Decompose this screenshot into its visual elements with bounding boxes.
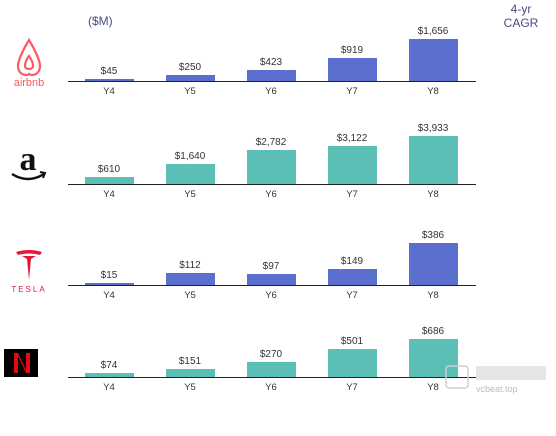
bar-y6 — [246, 274, 296, 285]
value-label: $610 — [97, 164, 121, 175]
bar-y4 — [84, 373, 134, 377]
bar-y8 — [408, 136, 458, 184]
cagr-badge-airbnb: 146% — [504, 57, 535, 71]
value-label: $112 — [179, 260, 201, 271]
value-label: $686 — [421, 326, 445, 337]
bar-y5 — [165, 273, 215, 285]
value-label: $2,782 — [255, 137, 287, 148]
category-label: Y6 — [265, 382, 277, 393]
bar-y4 — [84, 177, 134, 184]
bar-y7 — [327, 146, 377, 184]
category-label: Y4 — [103, 86, 115, 97]
value-label: $45 — [100, 66, 118, 77]
value-label: $3,122 — [336, 133, 368, 144]
unit-label: ($M) — [88, 14, 113, 28]
bar-y6 — [246, 362, 296, 377]
bar-y5 — [165, 164, 215, 184]
category-label: Y7 — [346, 189, 358, 200]
cagr-badge-amazon: 59% — [507, 161, 532, 175]
cagr-header-line2: CAGR — [503, 16, 539, 30]
airbnb-brand-text: airbnb — [14, 77, 45, 89]
bar-y7 — [327, 349, 377, 377]
category-label: Y4 — [103, 382, 115, 393]
value-label: $149 — [340, 256, 364, 267]
bar-y4 — [84, 79, 134, 81]
value-label: $74 — [100, 360, 118, 371]
value-label: $97 — [262, 261, 280, 272]
category-label: Y8 — [427, 189, 439, 200]
panel-netflix: 74% $74 Y4 $151 Y5 $270 Y6 $501 Y7 $686 Y8 — [0, 300, 556, 400]
panel-amazon: a 59% $610 Y4 $1,640 Y5 $2,782 Y6 $3,122 Y7 $3,9… — [0, 100, 556, 200]
category-label: Y8 — [427, 290, 439, 301]
bar-y4 — [84, 283, 134, 285]
baseline — [68, 377, 476, 378]
cagr-badge-tesla: 126% — [504, 261, 535, 275]
value-label: $501 — [340, 336, 364, 347]
category-label: Y7 — [346, 86, 358, 97]
category-label: Y6 — [265, 189, 277, 200]
category-label: Y7 — [346, 290, 358, 301]
amazon-logo: a — [0, 141, 58, 232]
category-label: Y5 — [184, 189, 196, 200]
watermark-logo — [445, 365, 546, 389]
panel-tesla: TESLA 126% $15 Y4 $112 Y5 $97 Y6 $149 Y7 $386 Y8 — [0, 200, 556, 301]
category-label: Y5 — [184, 290, 196, 301]
value-label: $15 — [100, 270, 118, 281]
value-label: $919 — [340, 45, 364, 56]
svg-text:a: a — [20, 142, 37, 178]
category-label: Y5 — [184, 86, 196, 97]
cagr-badge-netflix: 74% — [507, 354, 532, 368]
baseline — [68, 184, 476, 185]
netflix-logo — [0, 346, 58, 436]
value-label: $250 — [178, 62, 202, 73]
value-label: $3,933 — [417, 123, 449, 134]
panel-airbnb: airbnb 146% $45 Y4 $250 Y5 $423 Y6 $919 Y7 $1,65… — [0, 0, 556, 100]
value-label: $1,640 — [174, 151, 206, 162]
bar-y6 — [246, 70, 296, 81]
category-label: Y6 — [265, 290, 277, 301]
category-label: Y8 — [427, 86, 439, 97]
baseline — [68, 285, 476, 286]
bar-y8 — [408, 339, 458, 377]
category-label: Y7 — [346, 382, 358, 393]
category-label: Y4 — [103, 290, 115, 301]
category-label: Y8 — [427, 382, 439, 393]
watermark-text: vcbeat.top — [476, 384, 518, 394]
tesla-brand-text: TESLA — [11, 285, 46, 294]
bar-y5 — [165, 75, 215, 81]
baseline — [68, 81, 476, 82]
category-label: Y4 — [103, 189, 115, 200]
category-label: Y6 — [265, 86, 277, 97]
value-label: $151 — [178, 356, 202, 367]
value-label: $1,656 — [417, 26, 449, 37]
value-label: $270 — [259, 349, 283, 360]
cagr-header-line1: 4-yr — [510, 2, 532, 16]
bar-y8 — [408, 39, 458, 81]
bar-y7 — [327, 58, 377, 81]
bar-y6 — [246, 150, 296, 184]
value-label: $423 — [259, 57, 283, 68]
bar-y8 — [408, 243, 458, 285]
tesla-logo: TESLA — [0, 246, 58, 336]
category-label: Y5 — [184, 382, 196, 393]
bar-y5 — [165, 369, 215, 377]
value-label: $386 — [421, 230, 445, 241]
bar-y7 — [327, 269, 377, 285]
cagr-header: 4-yr CAGR — [491, 2, 551, 30]
airbnb-logo: airbnb — [0, 30, 58, 120]
